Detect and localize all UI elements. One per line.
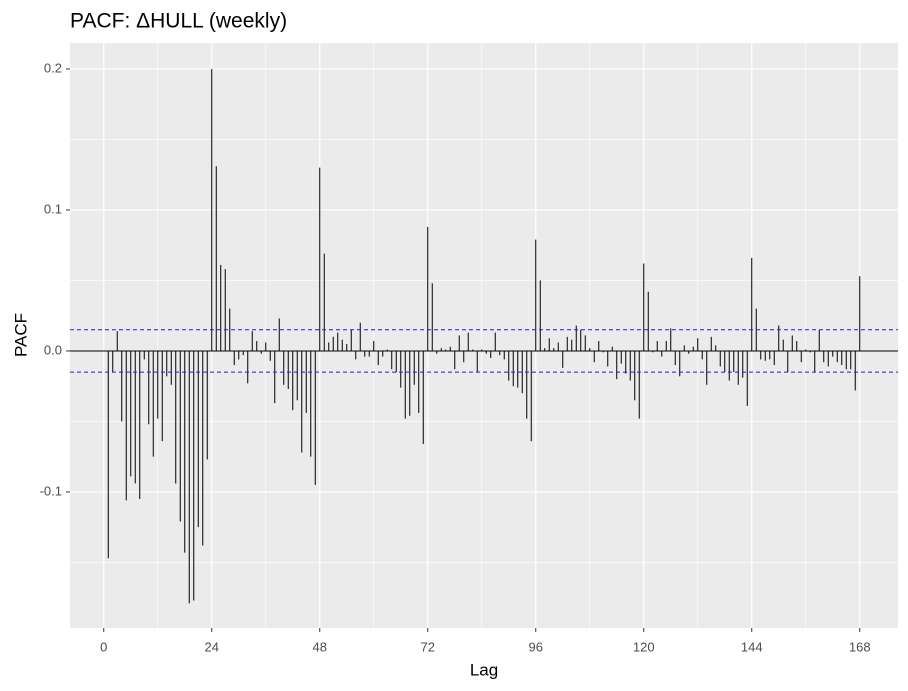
x-tick-label: 120	[633, 639, 655, 654]
y-tick-label: 0.1	[44, 201, 62, 216]
x-tick-label: 72	[421, 639, 435, 654]
y-tick-label: 0.0	[44, 342, 62, 357]
panel	[70, 43, 898, 628]
marks	[70, 68, 898, 604]
x-tick-label: 168	[849, 639, 871, 654]
y-tick-label: -0.1	[40, 483, 62, 498]
x-tick-label: 0	[100, 639, 107, 654]
y-axis-title: PACF	[11, 313, 30, 357]
x-tick-label: 24	[205, 639, 219, 654]
y-tick-label: 0.2	[44, 60, 62, 75]
x-tick-label: 96	[529, 639, 543, 654]
x-tick-label: 144	[741, 639, 763, 654]
chart-title: PACF: ΔHULL (weekly)	[70, 10, 287, 33]
x-tick-label: 48	[313, 639, 327, 654]
x-axis-title: Lag	[470, 660, 498, 679]
